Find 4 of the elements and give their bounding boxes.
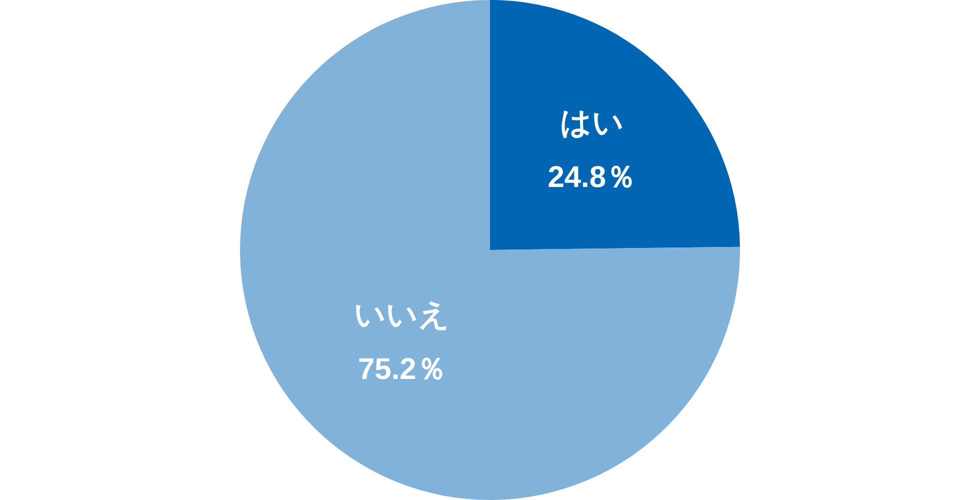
data-label: 24.8％ [548,160,636,194]
data-label: 75.2％ [358,352,446,386]
slice-label: はい [560,104,624,140]
slice-label: いいえ [354,296,450,332]
